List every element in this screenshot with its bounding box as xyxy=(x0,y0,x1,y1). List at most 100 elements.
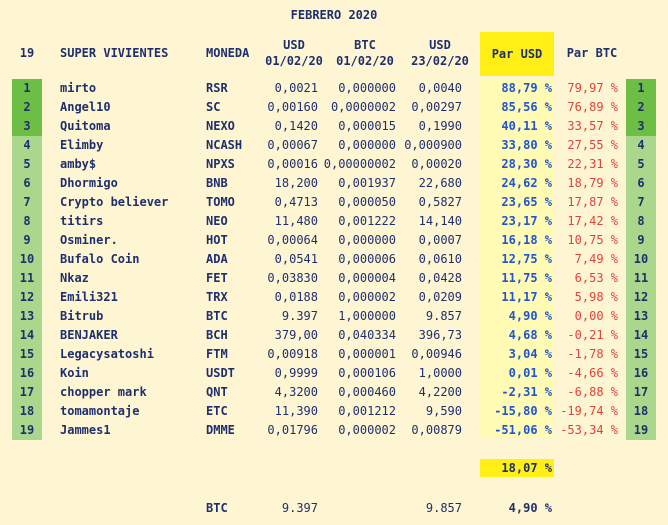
par-usd-value: 24,62 % xyxy=(501,176,552,190)
btc-start-value: 0,00000002 xyxy=(323,157,396,171)
coin-symbol: NEXO xyxy=(206,119,235,133)
usd-end-value: 0,00020 xyxy=(411,157,462,171)
par-btc-value: 22,31 % xyxy=(567,157,618,171)
rank-right: 14 xyxy=(626,326,656,345)
btc-start-value: 0,000002 xyxy=(338,290,396,304)
rank-right: 1 xyxy=(626,79,656,98)
par-btc-value: 27,55 % xyxy=(567,138,618,152)
par-btc-value: -4,66 % xyxy=(567,366,618,380)
rank-left: 7 xyxy=(12,193,42,212)
footer-usd2: 9.857 xyxy=(425,501,462,515)
usd-start-value: 0,00160 xyxy=(267,100,318,114)
coin-symbol: ADA xyxy=(206,252,228,266)
rank-left: 9 xyxy=(12,231,42,250)
usd-start-value: 9.397 xyxy=(281,309,318,323)
usd-end-value: 0,000900 xyxy=(404,138,462,152)
rank-right: 4 xyxy=(626,136,656,155)
btc-start-value: 0,040334 xyxy=(338,328,396,342)
usd-start-value: 0,03830 xyxy=(267,271,318,285)
par-usd-header: Par USD xyxy=(480,32,554,76)
rank-right: 12 xyxy=(626,288,656,307)
participant-name: Bitrub xyxy=(60,309,104,323)
btc-start-value: 0,001212 xyxy=(338,404,396,418)
participant-name: Bufalo Coin xyxy=(60,252,140,266)
usd-start-value: 0,00016 xyxy=(267,157,318,171)
table-row: 15 Legacysatoshi FTM 0,00918 0,000001 0,00946… xyxy=(0,345,668,364)
par-btc-value: -53,34 % xyxy=(560,423,618,437)
participant-name: BENJAKER xyxy=(60,328,118,342)
btc1-header-line1: BTC xyxy=(354,38,376,52)
coin-symbol: NPXS xyxy=(206,157,235,171)
table-row: 17 chopper mark QNT 4,3200 0,000460 4,2200 -2,… xyxy=(0,383,668,402)
participant-name: Quitoma xyxy=(60,119,111,133)
table-row: 12 Emili321 TRX 0,0188 0,000002 0,0209 11,17 %… xyxy=(0,288,668,307)
coin-symbol: RSR xyxy=(206,81,228,95)
rank-left: 10 xyxy=(12,250,42,269)
rank-left: 16 xyxy=(12,364,42,383)
participant-name: chopper mark xyxy=(60,385,147,399)
usd-start-value: 379,00 xyxy=(274,328,318,342)
table-row: 13 Bitrub BTC 9.397 1,000000 9.857 4,90 % 0,00 … xyxy=(0,307,668,326)
usd2-header-line2: 23/02/20 xyxy=(411,54,469,68)
table-row: 16 Koin USDT 0,9999 0,000106 1,0000 0,01 % -4,6… xyxy=(0,364,668,383)
rank-left: 12 xyxy=(12,288,42,307)
usd-start-value: 0,00067 xyxy=(267,138,318,152)
rank-left: 18 xyxy=(12,402,42,421)
usd-start-value: 0,0188 xyxy=(274,290,318,304)
footer-usd1: 9.397 xyxy=(281,501,318,515)
par-usd-value: 11,17 % xyxy=(501,290,552,304)
participant-name: titirs xyxy=(60,214,104,228)
par-usd-value: 40,11 % xyxy=(501,119,552,133)
usd-start-value: 0,0541 xyxy=(274,252,318,266)
coin-symbol: BTC xyxy=(206,309,228,323)
par-usd-value: 28,30 % xyxy=(501,157,552,171)
usd-start-value: 0,0021 xyxy=(274,81,318,95)
btc-start-value: 1,000000 xyxy=(338,309,396,323)
page-title: FEBRERO 2020 xyxy=(290,8,378,22)
coin-symbol: USDT xyxy=(206,366,235,380)
moneda-header: MONEDA xyxy=(206,46,250,60)
table-row: 19 Jammes1 DMME 0,01796 0,000002 0,00879 -51,0… xyxy=(0,421,668,440)
btc-start-value: 0,000460 xyxy=(338,385,396,399)
btc-start-value: 0,000000 xyxy=(338,81,396,95)
rank-left: 15 xyxy=(12,345,42,364)
coin-symbol: FET xyxy=(206,271,228,285)
participant-name: Emili321 xyxy=(60,290,118,304)
btc-start-value: 0,000000 xyxy=(338,233,396,247)
usd-start-value: 11,390 xyxy=(274,404,318,418)
par-btc-value: -1,78 % xyxy=(567,347,618,361)
btc-start-value: 0,000000 xyxy=(338,138,396,152)
participant-name: mirto xyxy=(60,81,97,95)
par-usd-value: 4,90 % xyxy=(508,309,552,323)
participant-name: Osminer. xyxy=(60,233,118,247)
coin-symbol: TOMO xyxy=(206,195,235,209)
rank-left: 11 xyxy=(12,269,42,288)
table-row: 3 Quitoma NEXO 0,1420 0,000015 0,1990 40,11 % 3… xyxy=(0,117,668,136)
par-btc-value: -0,21 % xyxy=(567,328,618,342)
par-usd-value: 23,17 % xyxy=(501,214,552,228)
table-row: 10 Bufalo Coin ADA 0,0541 0,000006 0,0610 12,7… xyxy=(0,250,668,269)
par-usd-value: -2,31 % xyxy=(501,385,552,399)
btc-start-value: 0,001222 xyxy=(338,214,396,228)
par-usd-value: 85,56 % xyxy=(501,100,552,114)
usd-start-value: 4,3200 xyxy=(274,385,318,399)
rank-right: 10 xyxy=(626,250,656,269)
usd-end-value: 396,73 xyxy=(418,328,462,342)
participant-name: Koin xyxy=(60,366,89,380)
par-btc-value: 17,42 % xyxy=(567,214,618,228)
usd-end-value: 0,1990 xyxy=(418,119,462,133)
usd-end-value: 0,0209 xyxy=(418,290,462,304)
btc-start-value: 0,000006 xyxy=(338,252,396,266)
footer-moneda: BTC xyxy=(206,501,228,515)
usd1-header-line1: USD xyxy=(283,38,305,52)
participant-name: Nkaz xyxy=(60,271,89,285)
table-row: 5 amby$ NPXS 0,00016 0,00000002 0,00020 28,30 … xyxy=(0,155,668,174)
coin-symbol: TRX xyxy=(206,290,228,304)
table-row: 9 Osminer. HOT 0,00064 0,000000 0,0007 16,18 %… xyxy=(0,231,668,250)
btc-start-value: 0,000015 xyxy=(338,119,396,133)
rank-left: 5 xyxy=(12,155,42,174)
par-usd-value: -15,80 % xyxy=(494,404,552,418)
usd-end-value: 0,00297 xyxy=(411,100,462,114)
par-btc-value: 6,53 % xyxy=(574,271,618,285)
coin-symbol: DMME xyxy=(206,423,235,437)
